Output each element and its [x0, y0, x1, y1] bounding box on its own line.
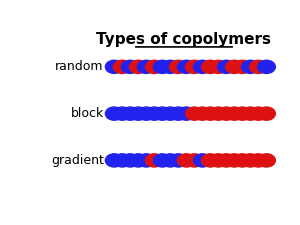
- Circle shape: [234, 154, 251, 167]
- Circle shape: [202, 154, 219, 167]
- Circle shape: [178, 107, 195, 120]
- Circle shape: [137, 154, 155, 167]
- Circle shape: [218, 107, 235, 120]
- Circle shape: [242, 107, 259, 120]
- Circle shape: [154, 154, 171, 167]
- Circle shape: [113, 60, 131, 73]
- Circle shape: [137, 60, 155, 73]
- Circle shape: [258, 60, 275, 73]
- Circle shape: [185, 60, 203, 73]
- Circle shape: [113, 154, 131, 167]
- Circle shape: [258, 107, 275, 120]
- Circle shape: [250, 154, 267, 167]
- Circle shape: [146, 154, 163, 167]
- Circle shape: [105, 107, 123, 120]
- Circle shape: [146, 60, 163, 73]
- Circle shape: [218, 154, 235, 167]
- Circle shape: [250, 60, 267, 73]
- Circle shape: [113, 107, 131, 120]
- Circle shape: [161, 60, 179, 73]
- Circle shape: [226, 154, 243, 167]
- Text: random: random: [55, 60, 104, 73]
- Circle shape: [122, 60, 139, 73]
- Text: Types of copolymers: Types of copolymers: [97, 32, 272, 47]
- Circle shape: [210, 60, 227, 73]
- Circle shape: [129, 154, 147, 167]
- Circle shape: [169, 107, 187, 120]
- Circle shape: [226, 60, 243, 73]
- Circle shape: [234, 107, 251, 120]
- Circle shape: [202, 60, 219, 73]
- Circle shape: [169, 154, 187, 167]
- Circle shape: [178, 60, 195, 73]
- Circle shape: [194, 60, 211, 73]
- Circle shape: [210, 107, 227, 120]
- Circle shape: [185, 154, 203, 167]
- Circle shape: [194, 107, 211, 120]
- Circle shape: [242, 154, 259, 167]
- Circle shape: [210, 154, 227, 167]
- Circle shape: [129, 60, 147, 73]
- Circle shape: [161, 107, 179, 120]
- Circle shape: [250, 107, 267, 120]
- Circle shape: [154, 60, 171, 73]
- Circle shape: [137, 107, 155, 120]
- Text: block: block: [70, 107, 104, 120]
- Circle shape: [154, 107, 171, 120]
- Circle shape: [129, 107, 147, 120]
- Circle shape: [161, 154, 179, 167]
- Circle shape: [122, 154, 139, 167]
- Circle shape: [242, 60, 259, 73]
- Circle shape: [122, 107, 139, 120]
- Circle shape: [178, 154, 195, 167]
- Circle shape: [218, 60, 235, 73]
- Text: gradient: gradient: [51, 154, 104, 167]
- Circle shape: [169, 60, 187, 73]
- Circle shape: [258, 154, 275, 167]
- Circle shape: [202, 107, 219, 120]
- Circle shape: [194, 154, 211, 167]
- Circle shape: [185, 107, 203, 120]
- Circle shape: [234, 60, 251, 73]
- Circle shape: [226, 107, 243, 120]
- Circle shape: [146, 107, 163, 120]
- Circle shape: [105, 60, 123, 73]
- Circle shape: [105, 154, 123, 167]
